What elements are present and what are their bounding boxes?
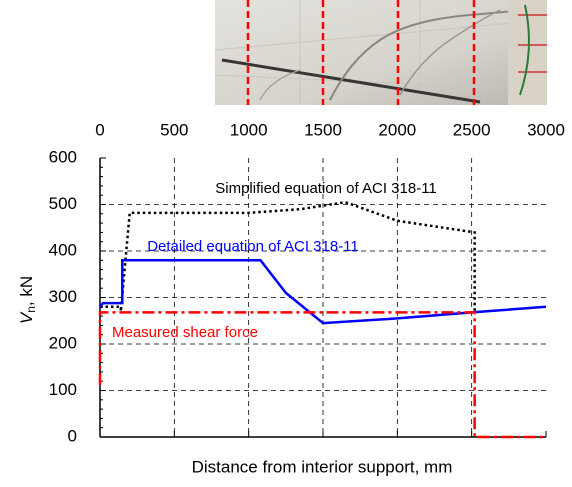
series-annotation: Detailed equation of ACI 318-11 xyxy=(147,238,359,255)
x-tick-label: 2500 xyxy=(453,120,491,139)
photo-crack xyxy=(329,7,548,101)
y-axis-title: Vn, kN xyxy=(17,276,38,324)
x-tick-label: 3000 xyxy=(527,120,565,139)
photo-crack xyxy=(259,69,301,101)
series-line xyxy=(99,259,547,325)
y-tick-label: 100 xyxy=(49,380,77,399)
y-axis-unit: , kN xyxy=(17,276,36,306)
x-tick-label: 0 xyxy=(95,120,104,139)
y-axis-symbol: V xyxy=(17,311,36,324)
x-tick-label: 2000 xyxy=(378,120,416,139)
series-annotation: Measured shear force xyxy=(112,324,258,341)
photo-grid xyxy=(214,0,548,105)
y-axis-subscript: n xyxy=(24,306,38,313)
y-tick-label: 500 xyxy=(49,194,77,213)
y-tick-label: 300 xyxy=(49,287,77,306)
y-tick-label: 0 xyxy=(68,426,77,445)
photo-gauges xyxy=(518,14,547,73)
y-tick-label: 400 xyxy=(49,240,77,259)
plot-area: 0 500 1000 1500 2000 2500 3000 0 100 200 300 400 500… xyxy=(49,120,565,445)
specimen-photo xyxy=(214,0,548,105)
x-axis-title: Distance from interior support, mm xyxy=(192,457,453,476)
photo-background xyxy=(215,0,547,105)
y-tick-label: 200 xyxy=(49,333,77,352)
series-annotation: Simplified equation of ACI 318-11 xyxy=(215,180,437,197)
x-tick-label: 1500 xyxy=(304,120,342,139)
series-line xyxy=(98,311,546,439)
photo-wire xyxy=(519,4,530,96)
x-tick-label: 500 xyxy=(160,120,188,139)
photo-bar xyxy=(221,58,481,104)
y-tick-label: 600 xyxy=(49,147,77,166)
x-tick-label: 1000 xyxy=(230,120,268,139)
photo-crack xyxy=(399,9,501,96)
series-line xyxy=(100,200,476,312)
